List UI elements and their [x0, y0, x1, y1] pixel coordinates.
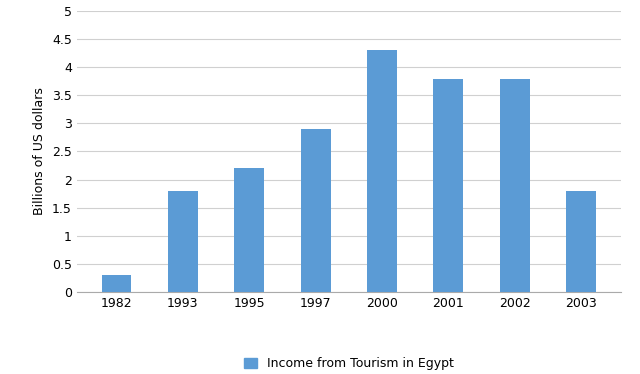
Bar — [234, 168, 264, 292]
Bar — [433, 79, 463, 292]
Legend: Income from Tourism in Egypt: Income from Tourism in Egypt — [239, 352, 458, 374]
Bar — [102, 275, 131, 292]
Bar — [566, 191, 596, 292]
Bar — [500, 79, 530, 292]
Bar — [168, 191, 198, 292]
Bar — [367, 50, 397, 292]
Bar — [301, 129, 330, 292]
Y-axis label: Billions of US dollars: Billions of US dollars — [33, 88, 46, 215]
